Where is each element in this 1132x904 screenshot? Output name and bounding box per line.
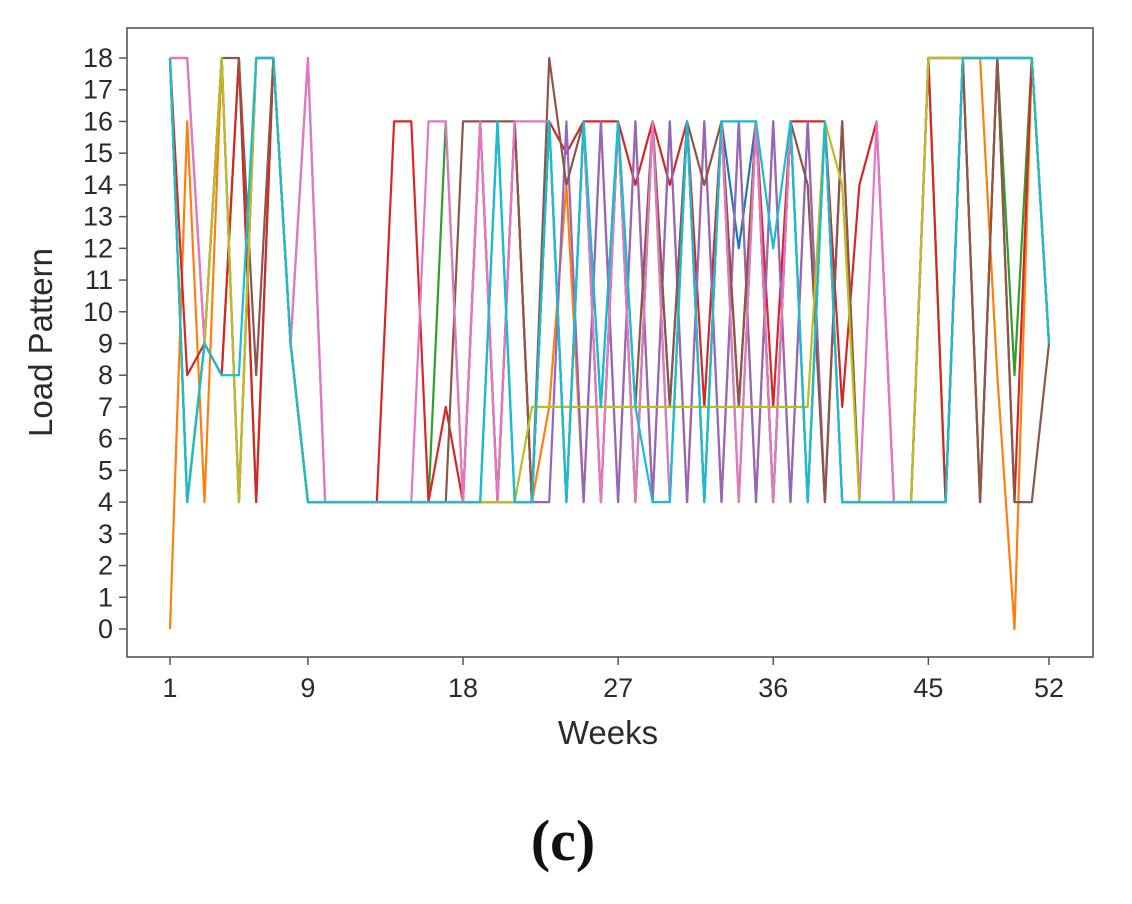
x-tick-label: 52 (1034, 673, 1064, 703)
series-line-cyan (168, 56, 1051, 504)
y-tick-label: 7 (98, 392, 113, 422)
y-tick-label: 4 (98, 487, 113, 517)
x-tick-label: 9 (300, 673, 315, 703)
figure-caption: (c) (531, 808, 595, 873)
y-tick-label: 9 (98, 329, 113, 359)
x-axis: 1 9 18 27 36 45 52 (162, 657, 1064, 703)
x-tick-label: 18 (448, 673, 478, 703)
x-tick-label: 27 (603, 673, 633, 703)
y-axis-title: Load Pattern (22, 248, 59, 437)
y-tick-label: 14 (83, 170, 113, 200)
y-tick-label: 15 (83, 138, 113, 168)
y-tick-label: 0 (98, 614, 113, 644)
plot-frame (126, 27, 1094, 658)
x-axis-title: Weeks (558, 714, 658, 751)
y-tick-label: 16 (83, 106, 113, 136)
y-tick-label: 3 (98, 519, 113, 549)
y-tick-label: 17 (83, 75, 113, 105)
y-tick-label: 2 (98, 551, 113, 581)
series-layer (168, 56, 1051, 631)
y-tick-label: 18 (83, 43, 113, 73)
x-tick-label: 36 (758, 673, 788, 703)
y-tick-label: 10 (83, 297, 113, 327)
y-tick-label: 13 (83, 202, 113, 232)
y-tick-label: 8 (98, 360, 113, 390)
x-tick-label: 45 (913, 673, 943, 703)
y-tick-label: 1 (98, 582, 113, 612)
y-tick-label: 5 (98, 455, 113, 485)
x-tick-label: 1 (162, 673, 177, 703)
y-tick-label: 12 (83, 233, 113, 263)
y-tick-label: 11 (85, 265, 113, 295)
y-tick-label: 6 (98, 424, 113, 454)
